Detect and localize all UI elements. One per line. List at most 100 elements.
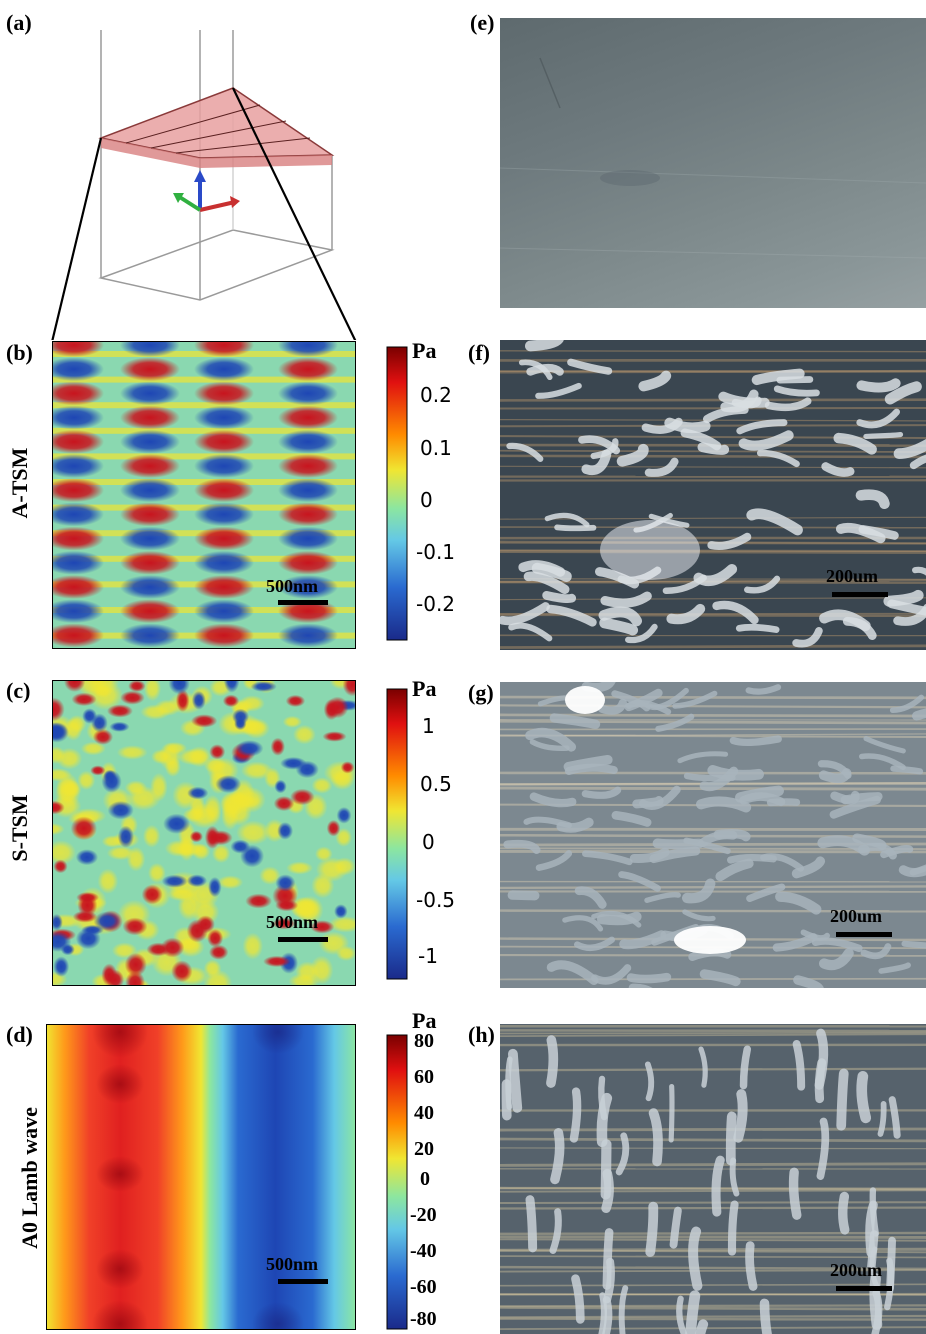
condensed-droplet (596, 911, 642, 926)
condensed-droplet (571, 1274, 585, 1324)
photo-g-droplet-pattern (500, 682, 926, 988)
condensed-droplet (550, 1128, 565, 1185)
scale-bar-c (278, 937, 328, 942)
positive-pressure-lobe (52, 526, 104, 551)
condensed-droplet (878, 962, 911, 974)
colorbar-c (386, 688, 408, 980)
condensed-droplet (563, 754, 613, 772)
condensed-droplet (725, 1111, 737, 1166)
positive-pressure-spot (326, 819, 341, 837)
condensed-droplet (888, 1096, 901, 1139)
condensed-droplet (746, 883, 786, 902)
condensed-droplet (573, 936, 615, 952)
colorbar-unit-b: Pa (412, 338, 437, 363)
positive-pressure-lobe (194, 341, 254, 357)
condensed-droplet (818, 948, 854, 971)
condensed-droplet (735, 623, 780, 633)
positive-pressure-spot (191, 714, 218, 728)
negative-pressure-spot (186, 874, 208, 888)
condensed-droplet (677, 751, 729, 764)
negative-pressure-spot (93, 911, 121, 931)
condensed-droplet (727, 853, 777, 864)
condensed-droplet (581, 449, 612, 476)
colorbar-unit-d: Pa (412, 1008, 437, 1033)
condensed-droplet (856, 408, 900, 429)
condensed-droplet (830, 790, 860, 805)
photo-e-bare-surface (500, 18, 926, 308)
negative-pressure-spot (187, 786, 209, 800)
condensed-droplet (733, 1089, 748, 1143)
condensed-droplet (518, 359, 553, 381)
row-label-a-tsm: A-TSM (7, 447, 32, 519)
condensed-droplet (648, 1108, 663, 1167)
photo-f-texture (500, 340, 926, 649)
scale-bar-g (836, 932, 892, 937)
condensed-droplet (598, 1075, 608, 1121)
condensed-droplet (911, 708, 926, 721)
colorbar-tick: 40 (414, 1102, 434, 1124)
condensed-droplet (681, 878, 716, 904)
panel-label-h: (h) (468, 1022, 495, 1047)
negative-pressure-lobe (52, 502, 104, 527)
condensed-droplet (529, 792, 577, 808)
condensed-droplet (766, 798, 801, 807)
condensed-droplet (756, 449, 800, 468)
condensed-droplet (549, 713, 601, 729)
condensed-droplet (655, 713, 695, 732)
negative-pressure-spot (52, 913, 63, 931)
condensed-droplet (715, 858, 754, 882)
condensed-droplet (688, 1226, 703, 1291)
negative-pressure-lobe (120, 429, 180, 454)
colorbar-tick: 60 (414, 1066, 434, 1088)
scale-text-d: 500nm (266, 1254, 319, 1274)
colorbar-tick: 0.2 (420, 383, 452, 407)
condensed-droplet (713, 828, 751, 842)
condensed-droplet (554, 524, 597, 532)
condensed-droplet (817, 760, 852, 779)
condensed-droplet (775, 891, 822, 915)
condensed-droplet (581, 786, 622, 799)
positive-pressure-spot (72, 910, 98, 923)
negative-pressure-lobe (194, 599, 254, 624)
condensed-droplet (711, 1155, 725, 1217)
condensed-droplet (644, 687, 689, 711)
condensed-droplet (707, 532, 752, 550)
condensed-droplet (697, 442, 730, 455)
condensed-droplet (855, 489, 890, 510)
condensed-droplet (562, 915, 604, 932)
negative-pressure-lobe (52, 405, 104, 430)
condensed-droplet (564, 763, 618, 776)
positive-pressure-spot (272, 917, 296, 930)
condensed-droplet (676, 1295, 688, 1334)
condensed-droplet (890, 765, 924, 775)
condensed-droplet (838, 1191, 850, 1235)
negative-pressure-spot (163, 813, 191, 834)
positive-pressure-lobe (52, 623, 104, 648)
negative-pressure-lobe (278, 429, 338, 454)
condensed-droplet (729, 735, 782, 747)
s-tsm-pressure-map (52, 680, 356, 986)
condensed-droplet (582, 850, 633, 866)
colorbar-b (386, 346, 408, 641)
condensed-droplet (644, 457, 679, 477)
condensed-droplet (680, 428, 722, 451)
positive-pressure-spot (189, 830, 203, 843)
positive-pressure-spot (71, 692, 97, 707)
positive-pressure-spot (342, 680, 356, 697)
condensed-droplet (537, 695, 571, 707)
condensed-droplet (542, 591, 577, 604)
condensed-droplet (736, 419, 788, 435)
condensed-droplet (618, 871, 661, 892)
condensed-droplet (645, 1201, 659, 1257)
condensed-droplet (791, 856, 826, 879)
colorbar-tick: -40 (410, 1240, 437, 1262)
condensed-droplet (529, 739, 570, 752)
condensed-droplet (649, 846, 701, 864)
negative-pressure-spot (191, 690, 206, 710)
positive-pressure-spot (209, 744, 226, 760)
condensed-droplet (638, 785, 681, 810)
negative-pressure-spot (117, 825, 134, 848)
colorbar-tick: -60 (410, 1276, 437, 1298)
condensed-droplet (811, 937, 863, 953)
condensed-droplet (731, 396, 762, 409)
